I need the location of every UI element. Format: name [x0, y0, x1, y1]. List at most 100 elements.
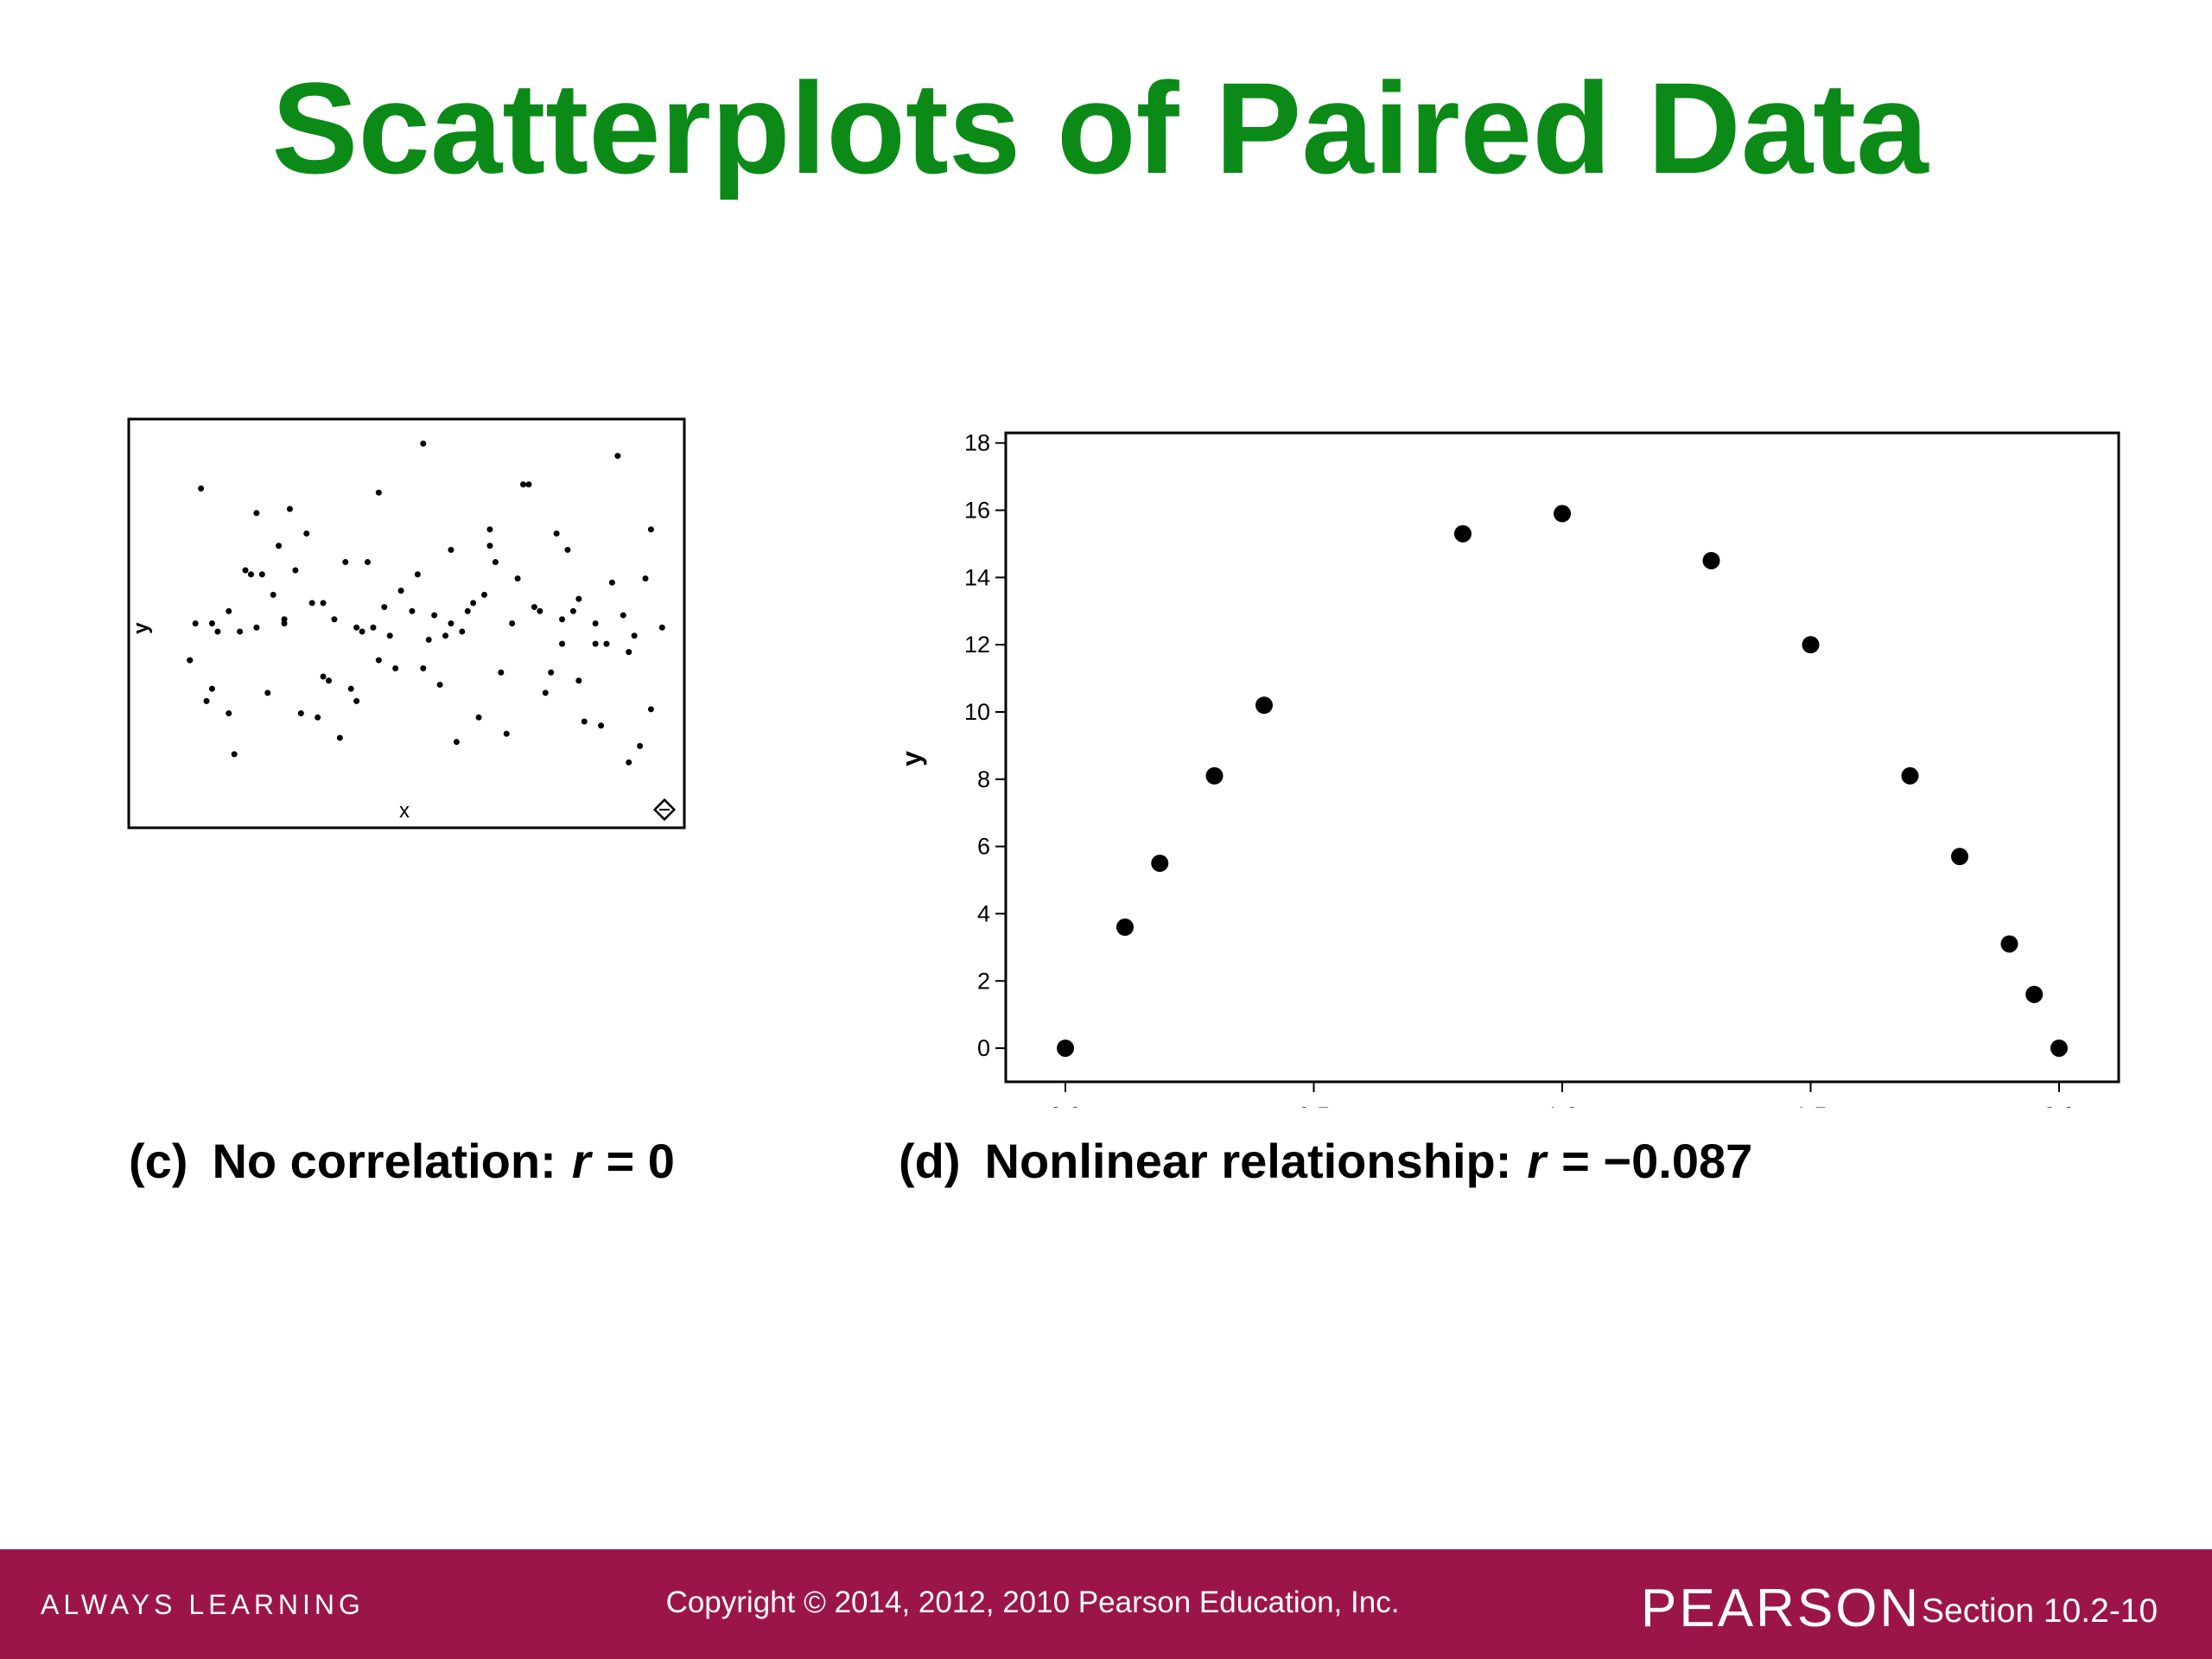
y-tick-label: 8	[977, 766, 990, 792]
y-tick-label: 14	[964, 564, 990, 590]
point	[626, 649, 632, 656]
point	[553, 530, 560, 537]
point	[353, 624, 360, 631]
point	[569, 607, 576, 614]
point	[531, 604, 537, 611]
point	[575, 677, 582, 684]
point	[592, 640, 599, 647]
y-tick-label: 0	[977, 1035, 990, 1061]
point	[226, 710, 232, 717]
point	[264, 690, 271, 696]
footer-brand: PEARSON	[1641, 1579, 1921, 1638]
point	[575, 595, 582, 602]
point	[1702, 551, 1720, 569]
point	[359, 628, 365, 635]
point	[276, 543, 283, 550]
point	[514, 575, 521, 582]
point	[1205, 766, 1224, 785]
point	[559, 616, 566, 623]
footer-section: Section 10.2-10	[1922, 1592, 2158, 1630]
point	[475, 714, 482, 721]
point	[347, 685, 354, 692]
point	[448, 546, 454, 553]
point	[1151, 855, 1169, 873]
point	[242, 567, 249, 574]
y-tick-label: 16	[964, 497, 990, 523]
point	[414, 571, 421, 578]
point	[397, 588, 404, 594]
x-tick-label: 0.5	[1298, 1103, 1331, 1128]
y-axis-label: y	[130, 622, 153, 634]
point	[253, 624, 260, 631]
point	[342, 559, 349, 566]
point	[470, 600, 477, 607]
point	[1951, 848, 1968, 866]
point	[448, 620, 454, 626]
point	[542, 690, 549, 696]
point	[1802, 636, 1820, 654]
point	[642, 575, 649, 582]
point	[1901, 766, 1919, 785]
caption-label: (d)	[899, 1134, 961, 1188]
y-tick-label: 18	[964, 430, 990, 456]
point	[198, 485, 205, 492]
point	[187, 657, 194, 664]
point	[297, 710, 304, 717]
point	[1116, 918, 1134, 937]
point	[431, 612, 438, 619]
point	[208, 620, 215, 626]
point	[286, 505, 293, 512]
point	[203, 697, 210, 704]
point	[647, 526, 654, 533]
point	[425, 636, 432, 643]
point	[336, 734, 343, 741]
point	[442, 632, 449, 639]
slide-title: Scatterplots of Paired Data	[271, 55, 1929, 200]
point	[564, 546, 571, 553]
point	[208, 685, 215, 692]
point	[308, 600, 315, 607]
point	[420, 440, 427, 447]
x-tick-label: 2.0	[2043, 1103, 2075, 1128]
point	[1454, 524, 1471, 543]
point	[626, 759, 632, 766]
caption-label: (c)	[129, 1134, 188, 1188]
point	[237, 628, 244, 635]
point	[592, 620, 599, 626]
point	[614, 453, 621, 460]
point	[548, 669, 555, 676]
caption: (c) No correlation: r = 0	[129, 1134, 675, 1188]
point	[459, 628, 466, 635]
point	[375, 657, 382, 664]
plot-frame	[127, 417, 686, 830]
caption-text: No correlation:	[212, 1134, 556, 1188]
point	[247, 571, 254, 578]
point	[464, 607, 471, 614]
point	[486, 543, 493, 550]
point	[320, 600, 327, 607]
point	[320, 673, 327, 680]
point	[537, 607, 543, 614]
caption: (d) Nonlinear relationship: r = −0.087	[899, 1134, 1752, 1188]
x-tick-label: 0.0	[1049, 1103, 1082, 1128]
point	[370, 624, 377, 631]
caption-relation: = 0	[607, 1134, 675, 1188]
point	[2000, 935, 2018, 953]
point	[392, 665, 399, 672]
point	[647, 706, 654, 713]
point	[409, 607, 416, 614]
y-tick-label: 4	[977, 900, 990, 926]
point	[581, 718, 588, 725]
point	[559, 640, 566, 647]
point	[509, 620, 516, 626]
point	[603, 640, 610, 647]
y-tick-label: 2	[977, 968, 990, 994]
point	[658, 624, 665, 631]
point	[386, 632, 393, 639]
point	[381, 604, 388, 611]
y-tick-label: 10	[964, 699, 990, 725]
point	[364, 559, 371, 566]
point	[637, 742, 644, 749]
